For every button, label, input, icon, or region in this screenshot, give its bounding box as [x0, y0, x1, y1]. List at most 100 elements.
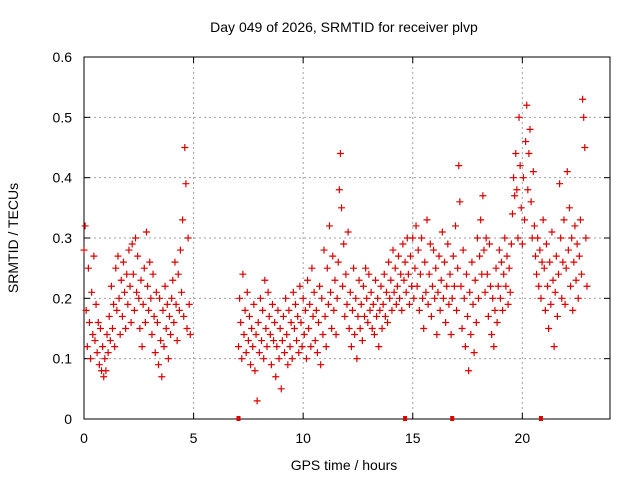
x-tick-label: 10: [295, 430, 311, 446]
data-point: [522, 137, 530, 145]
data-point: [133, 288, 141, 296]
data-point: [315, 318, 323, 326]
gap-marker: [403, 416, 408, 421]
data-point: [575, 252, 583, 260]
data-point: [287, 318, 295, 326]
data-point: [531, 252, 539, 260]
data-point: [382, 288, 390, 296]
data-point: [140, 264, 148, 272]
data-point: [136, 325, 144, 332]
data-point: [100, 373, 108, 381]
data-point: [557, 234, 565, 242]
y-tick-label: 0.4: [53, 170, 73, 186]
data-point: [150, 312, 158, 320]
data-point: [447, 331, 455, 339]
data-point: [572, 276, 580, 284]
data-point: [113, 306, 121, 314]
data-point: [316, 282, 324, 290]
axis-ticks: [83, 56, 610, 420]
data-point: [488, 331, 496, 339]
data-point: [151, 349, 159, 357]
data-point: [162, 325, 170, 332]
data-point: [480, 246, 488, 254]
data-point: [514, 234, 522, 242]
data-point: [118, 312, 126, 320]
data-point: [437, 276, 445, 284]
x-tick-label: 5: [190, 430, 198, 446]
data-point: [472, 318, 480, 326]
gap-markers: [236, 416, 543, 421]
data-point: [446, 270, 454, 278]
data-point: [390, 288, 398, 296]
data-point: [399, 240, 407, 248]
data-point: [524, 186, 532, 194]
data-point: [491, 306, 499, 314]
data-point: [518, 240, 526, 248]
data-point: [443, 282, 451, 290]
data-point: [546, 258, 554, 266]
data-point: [414, 246, 422, 254]
data-point: [93, 349, 101, 357]
data-point: [308, 264, 316, 272]
data-point: [329, 252, 337, 260]
data-point: [320, 246, 328, 254]
data-point: [580, 113, 588, 121]
data-point: [341, 312, 349, 320]
data-point: [521, 216, 529, 224]
data-point: [576, 216, 584, 224]
data-point: [455, 162, 463, 170]
x-tick-label: 15: [405, 430, 421, 446]
data-point: [81, 222, 89, 230]
data-point: [170, 318, 178, 326]
data-point: [487, 282, 495, 290]
data-point: [484, 312, 492, 320]
data-point: [278, 337, 286, 345]
data-point: [251, 367, 259, 375]
data-point: [249, 343, 257, 351]
data-point: [340, 240, 348, 248]
data-point: [409, 234, 417, 242]
data-point: [264, 288, 272, 296]
data-point: [344, 228, 352, 236]
data-point: [381, 312, 389, 320]
data-point: [550, 343, 558, 351]
data-point: [258, 337, 266, 345]
data-point: [104, 349, 112, 357]
data-point: [105, 312, 113, 320]
data-point: [83, 343, 91, 351]
data-point: [579, 95, 587, 103]
data-point: [266, 331, 274, 339]
data-point: [262, 325, 270, 332]
y-axis-label: SRMTID / TECUs: [5, 183, 21, 293]
data-point: [153, 318, 161, 326]
data-point: [114, 252, 122, 260]
data-point: [319, 331, 327, 339]
data-point: [112, 264, 120, 272]
data-points: [80, 95, 591, 405]
data-point: [458, 325, 466, 332]
data-point: [552, 252, 560, 260]
data-point: [459, 246, 467, 254]
data-point: [495, 246, 503, 254]
data-point: [393, 282, 401, 290]
data-point: [90, 252, 98, 260]
data-point: [565, 204, 573, 212]
data-point: [391, 264, 399, 272]
data-point: [583, 282, 591, 290]
gap-marker: [236, 416, 241, 421]
data-point: [129, 270, 137, 278]
data-point: [157, 337, 165, 345]
data-point: [128, 240, 136, 248]
data-point: [462, 270, 470, 278]
data-point: [288, 355, 296, 363]
data-point: [359, 282, 367, 290]
data-point: [164, 355, 172, 363]
data-point: [534, 234, 542, 242]
data-point: [377, 282, 385, 290]
data-point: [476, 252, 484, 260]
data-point: [542, 240, 550, 248]
data-point: [538, 258, 546, 266]
data-point: [371, 276, 379, 284]
data-point: [540, 264, 548, 272]
data-point: [92, 300, 100, 308]
